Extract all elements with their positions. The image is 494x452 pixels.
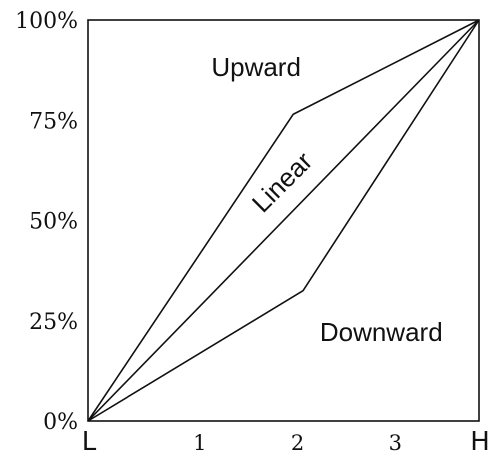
plot-frame bbox=[87, 19, 480, 422]
series-line-upward bbox=[87, 19, 480, 422]
y-tick-label: 75% bbox=[29, 109, 78, 134]
y-tick-label: 50% bbox=[29, 210, 78, 235]
x-tick-label: H bbox=[470, 427, 490, 452]
series-line-linear bbox=[87, 19, 480, 422]
x-tick-label: 3 bbox=[389, 431, 402, 452]
series-line-downward bbox=[87, 19, 480, 422]
curve-label-downward: Downward bbox=[320, 317, 443, 347]
y-tick-label: 0% bbox=[43, 410, 78, 435]
y-tick-label: 25% bbox=[29, 310, 78, 335]
y-tick-label: 100% bbox=[15, 9, 78, 34]
x-tick-label: 1 bbox=[193, 431, 206, 452]
x-tick-label: 2 bbox=[291, 431, 304, 452]
curve-label-upward: Upward bbox=[211, 52, 301, 82]
x-tick-label: L bbox=[82, 427, 97, 452]
curve-label-linear: Linear bbox=[246, 146, 319, 219]
